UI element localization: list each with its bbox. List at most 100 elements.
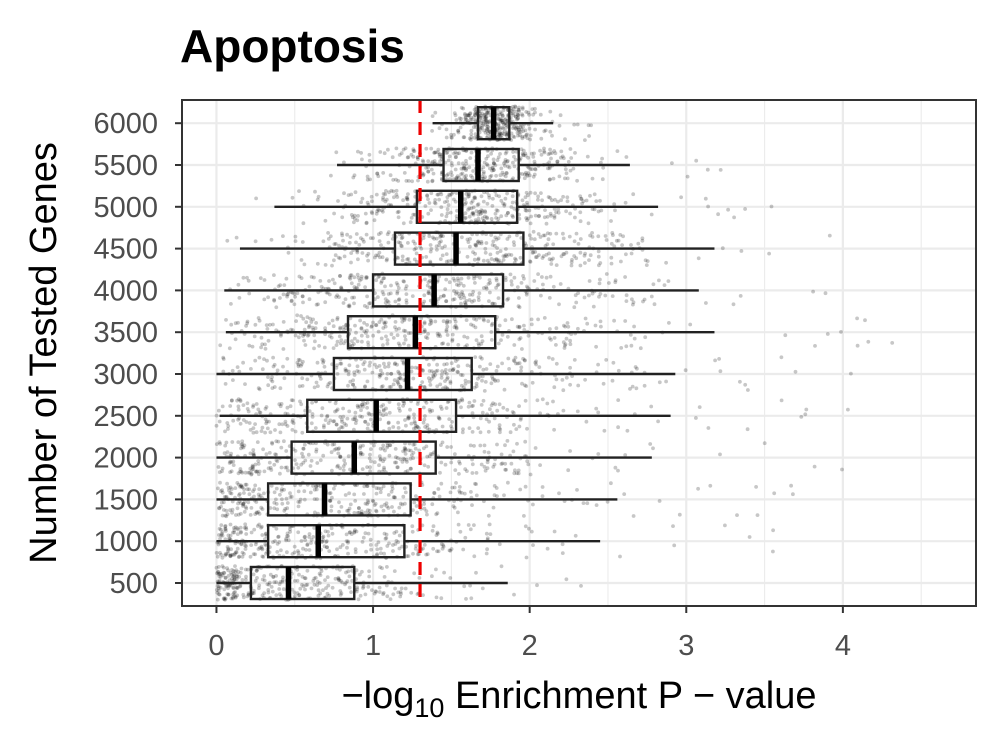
data-point — [381, 195, 385, 200]
data-point — [379, 230, 383, 235]
data-point — [246, 500, 251, 505]
data-point — [489, 403, 494, 408]
data-point — [528, 190, 533, 195]
data-point — [316, 384, 320, 388]
data-point — [337, 509, 341, 514]
data-point — [449, 258, 454, 263]
data-point — [217, 419, 222, 424]
data-point — [305, 582, 310, 587]
data-point — [485, 128, 489, 133]
data-point — [483, 380, 488, 384]
data-point — [532, 172, 537, 177]
data-point — [390, 237, 395, 241]
data-point — [558, 282, 563, 286]
data-point — [434, 533, 439, 537]
data-point — [521, 129, 526, 134]
data-point — [580, 201, 584, 206]
data-point — [738, 294, 743, 298]
data-point — [220, 555, 225, 560]
data-point — [526, 165, 531, 170]
data-point — [296, 362, 301, 367]
data-point — [396, 382, 401, 387]
data-point — [383, 284, 387, 289]
data-point — [449, 161, 454, 165]
data-point — [522, 276, 526, 281]
data-point — [277, 592, 282, 596]
data-point — [341, 406, 345, 411]
data-point — [588, 233, 592, 238]
data-point — [314, 447, 319, 452]
data-point — [317, 581, 322, 585]
data-point — [406, 414, 411, 419]
data-point — [321, 239, 326, 244]
data-point — [840, 467, 844, 472]
data-point — [257, 387, 262, 392]
data-point — [360, 402, 365, 407]
data-point — [522, 176, 527, 181]
data-point — [267, 419, 271, 424]
data-point — [498, 152, 502, 156]
data-point — [274, 574, 278, 578]
data-point — [377, 374, 382, 379]
data-point — [253, 422, 257, 426]
data-point — [250, 465, 255, 469]
data-point — [434, 512, 439, 517]
data-point — [445, 199, 450, 204]
data-point — [285, 465, 289, 470]
data-point — [239, 483, 243, 488]
data-point — [437, 126, 442, 131]
data-point — [257, 583, 262, 588]
data-point — [407, 260, 412, 265]
data-point — [451, 368, 455, 372]
data-point — [253, 358, 258, 363]
data-point — [481, 199, 486, 204]
data-point — [285, 501, 290, 505]
data-point — [423, 414, 427, 418]
data-point — [511, 160, 515, 165]
data-point — [356, 282, 361, 287]
data-point — [367, 456, 372, 461]
data-point — [587, 279, 592, 283]
data-point — [276, 439, 281, 444]
data-point — [329, 504, 334, 509]
data-point — [232, 526, 236, 530]
data-point — [576, 383, 581, 388]
data-point — [353, 421, 358, 425]
data-point — [285, 506, 290, 511]
data-point — [384, 583, 389, 588]
data-point — [223, 552, 228, 556]
data-point — [603, 293, 608, 298]
data-point — [348, 328, 353, 332]
data-point — [226, 574, 231, 578]
data-point — [488, 166, 492, 171]
data-point — [425, 454, 430, 459]
data-point — [438, 152, 442, 157]
data-point — [466, 523, 471, 527]
data-point — [402, 401, 407, 406]
data-point — [467, 194, 471, 199]
data-point — [252, 334, 257, 339]
data-point — [563, 343, 567, 348]
data-point — [235, 506, 240, 511]
data-point — [597, 294, 601, 299]
y-tick-label: 1000 — [93, 526, 158, 558]
data-point — [428, 322, 432, 327]
data-point — [493, 163, 498, 168]
data-point — [227, 488, 231, 493]
data-point — [256, 316, 261, 320]
data-point — [309, 275, 314, 279]
data-point — [349, 213, 354, 217]
data-point — [403, 329, 408, 333]
data-point — [229, 302, 233, 306]
data-point — [358, 452, 363, 457]
data-point — [244, 532, 249, 536]
data-point — [360, 402, 364, 407]
data-point — [478, 126, 483, 130]
data-point — [504, 122, 509, 126]
data-point — [336, 451, 341, 456]
data-point — [504, 252, 508, 257]
data-point — [328, 418, 333, 423]
data-point — [461, 161, 465, 166]
data-point — [533, 167, 538, 171]
data-point — [485, 216, 490, 221]
